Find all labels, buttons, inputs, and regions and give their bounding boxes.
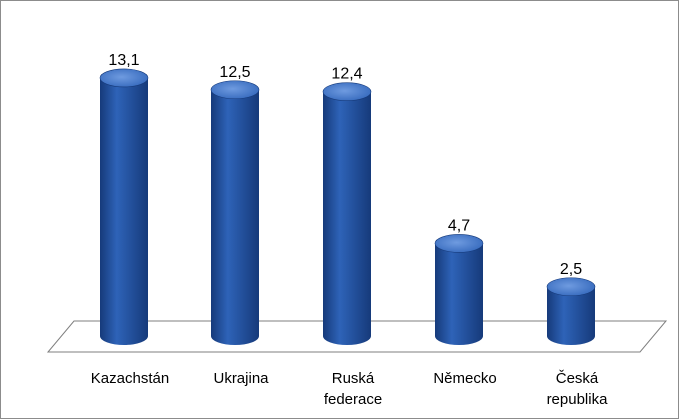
bar-top xyxy=(323,83,371,101)
bar xyxy=(100,69,148,345)
bar-top xyxy=(435,234,483,252)
bar xyxy=(435,234,483,345)
bar-body xyxy=(211,90,259,345)
category-label: Česká xyxy=(556,370,599,387)
bar-body xyxy=(435,243,483,345)
bar-body xyxy=(100,78,148,345)
category-label: Ruská xyxy=(332,370,375,387)
value-label: 13,1 xyxy=(108,52,139,69)
bar xyxy=(211,81,259,345)
category-label: Kazachstán xyxy=(91,370,169,387)
bar xyxy=(547,278,595,345)
category-label: federace xyxy=(324,391,382,408)
bar-top xyxy=(100,69,148,87)
category-label: Německo xyxy=(433,370,496,387)
category-label: republika xyxy=(547,391,609,408)
value-label: 12,5 xyxy=(219,64,250,81)
value-label: 12,4 xyxy=(331,66,362,83)
category-label: Ukrajina xyxy=(213,370,269,387)
value-label: 4,7 xyxy=(448,217,470,234)
bar-top xyxy=(547,278,595,296)
bar xyxy=(323,83,371,345)
bar-top xyxy=(211,81,259,99)
value-label: 2,5 xyxy=(560,261,582,278)
bar-body xyxy=(323,92,371,345)
